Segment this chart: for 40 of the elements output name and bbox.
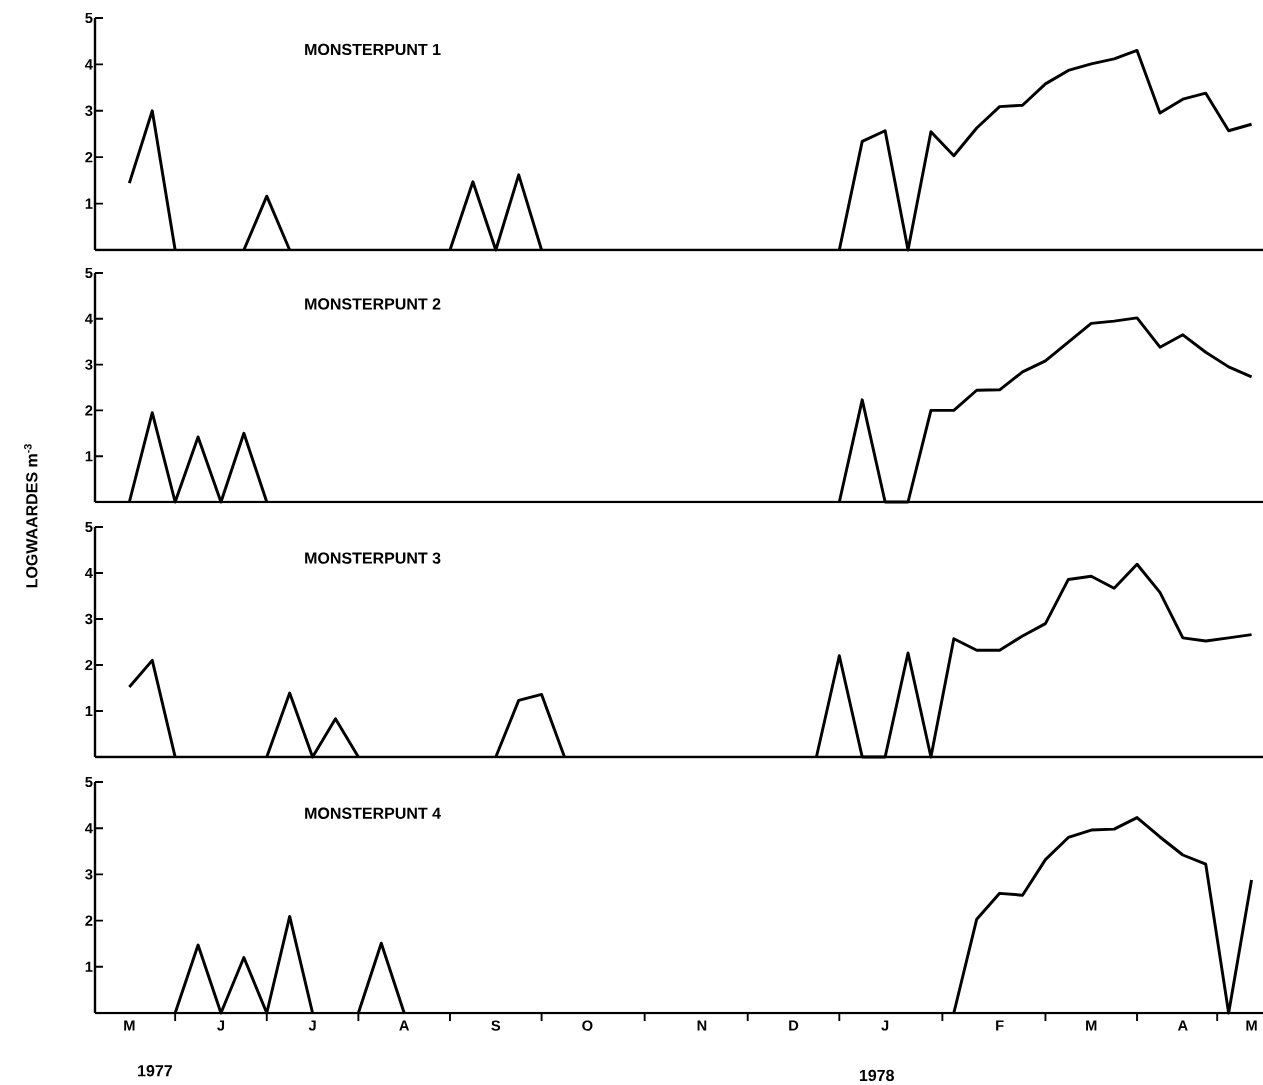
text: MONSTERPUNT 4 — [305, 807, 441, 819]
x-tick-label: J — [881, 1020, 889, 1031]
text: MONSTERPUNT 2 — [305, 298, 441, 310]
x-tick-label: A — [1177, 1020, 1188, 1031]
y-axis-title: LOGWAARDES m$^{-3}$ — [24, 444, 38, 588]
x-tick-label: N — [697, 1020, 707, 1031]
text: MONSTERPUNT 1 — [305, 43, 441, 56]
y-tick-label: 2 — [85, 152, 93, 163]
x-tick-label: A — [399, 1020, 410, 1031]
x-tick-label: D — [789, 1020, 799, 1031]
text: 1978 — [859, 1069, 895, 1082]
x-tick-label: M — [124, 1020, 135, 1031]
y-tick-label: 4 — [85, 313, 93, 324]
y-tick-label: 4 — [85, 59, 93, 70]
x-tick-label: S — [491, 1020, 501, 1031]
x-tick-label: J — [308, 1020, 316, 1031]
y-tick-label: 5 — [85, 521, 93, 533]
text: 1977 — [138, 1065, 172, 1077]
y-tick-label: 1 — [85, 961, 93, 972]
y-tick-label: 4 — [85, 823, 93, 834]
x-tick-label: F — [996, 1020, 1004, 1031]
y-tick-label: 3 — [85, 359, 93, 370]
y-tick-label: 3 — [85, 613, 93, 625]
text: MONSTERPUNT 3 — [305, 552, 441, 564]
x-tick-label: J — [217, 1020, 225, 1031]
y-tick-label: 2 — [85, 659, 93, 671]
y-tick-label: 2 — [85, 405, 93, 416]
y-tick-label: 5 — [85, 776, 93, 788]
y-tick-label: 5 — [85, 267, 93, 279]
y-tick-label: 1 — [85, 705, 93, 717]
x-tick-label: M — [1246, 1020, 1257, 1031]
y-tick-label: 3 — [85, 869, 93, 880]
x-tick-label: O — [582, 1020, 593, 1031]
y-tick-label: 4 — [85, 567, 93, 579]
x-tick-label: M — [1086, 1020, 1097, 1031]
y-tick-label: 1 — [85, 198, 93, 209]
y-tick-label: 3 — [85, 105, 93, 116]
y-tick-label: 5 — [85, 12, 93, 24]
y-tick-label: 1 — [85, 451, 93, 462]
y-tick-label: 2 — [85, 915, 93, 926]
